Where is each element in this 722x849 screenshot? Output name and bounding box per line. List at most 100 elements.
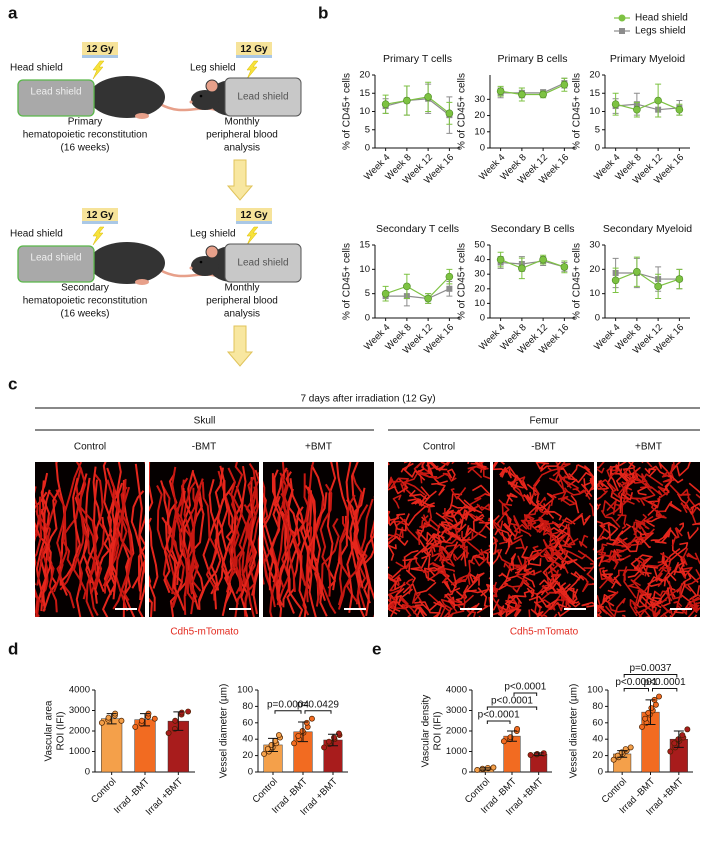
vessel: [276, 469, 292, 606]
marker: [611, 276, 620, 285]
y-tick-label: 10: [359, 264, 370, 275]
y-tick-label: 10: [474, 126, 485, 137]
condition-label: -BMT: [531, 442, 555, 453]
vessel: [88, 473, 105, 595]
micrograph: [493, 462, 594, 617]
y-tick-label: 50: [474, 240, 485, 251]
vessel: [622, 614, 626, 617]
vessel: [244, 481, 259, 617]
mouse-body: [89, 76, 165, 118]
y-tick-label: 0: [595, 143, 600, 154]
vessel: [115, 478, 129, 612]
vessel: [523, 494, 534, 505]
caption-line: Monthly: [224, 283, 259, 294]
vessel: [465, 525, 487, 539]
vessel: [673, 561, 690, 576]
data-point: [514, 726, 521, 732]
vessel: [388, 478, 409, 495]
significance-bracket: [486, 706, 538, 710]
vessel: [108, 474, 133, 602]
data-point: [308, 715, 315, 722]
series-line: [385, 96, 450, 114]
vessel: [514, 564, 532, 574]
data-point: [527, 752, 534, 758]
vessel: [650, 539, 662, 544]
panel-label: a: [8, 3, 18, 22]
error-bar: [507, 730, 517, 742]
vessel: [538, 579, 559, 590]
vessel: [417, 530, 441, 549]
error-bar: [106, 713, 117, 725]
shield-label: Head shield: [10, 229, 63, 240]
series-line: [615, 103, 680, 111]
y-tick-label: 5: [595, 124, 600, 135]
y-tick-label: 60: [592, 717, 603, 728]
vessel: [643, 515, 665, 528]
vessel: [238, 476, 256, 592]
y-tick-label: 0: [365, 143, 370, 154]
vessel: [606, 475, 621, 503]
vessel: [75, 468, 103, 588]
vessel: [612, 549, 625, 562]
vessel: [513, 524, 524, 540]
vessel: [622, 470, 639, 494]
y-axis-label: % of CD45+ cells: [572, 73, 583, 150]
p-value: p<0.0001: [491, 696, 533, 707]
vessel: [601, 569, 614, 578]
vessel: [319, 483, 333, 597]
p-value: p<0.0001: [644, 677, 686, 688]
caption-line: Secondary: [61, 283, 109, 294]
vessel: [506, 515, 520, 527]
y-tick-label: 20: [589, 264, 600, 275]
vessel: [439, 523, 455, 538]
vessel: [510, 538, 525, 551]
vessel: [556, 466, 567, 482]
vessel: [523, 513, 537, 528]
mouse-eye: [199, 260, 203, 264]
significance-bracket: [623, 688, 649, 692]
vessel: [597, 543, 608, 554]
marker: [611, 100, 620, 108]
vessel: [623, 572, 637, 599]
vessel: [578, 534, 589, 549]
vessel: [411, 494, 427, 507]
vessel: [493, 588, 499, 598]
y-tick-label: 10: [359, 106, 370, 117]
mouse-eye: [199, 94, 203, 98]
lead-shield: [224, 243, 302, 283]
vessel: [601, 521, 619, 540]
y-axis-label: % of CD45+ cells: [342, 73, 353, 150]
data-point: [479, 765, 486, 772]
mouse-leg: [135, 113, 149, 119]
vessel: [403, 549, 419, 568]
vessel: [400, 596, 420, 617]
data-point: [639, 723, 645, 730]
vessel: [450, 487, 467, 500]
vessel: [687, 584, 700, 601]
vessel: [610, 576, 622, 589]
marker: [539, 255, 547, 264]
vessel: [632, 602, 643, 617]
shield-label: Head shield: [10, 63, 63, 74]
vessel: [514, 523, 528, 534]
vessel: [406, 561, 416, 584]
vessel: [224, 503, 234, 605]
data-point: [667, 748, 674, 755]
caption-line: (16 weeks): [61, 143, 110, 154]
vessel: [450, 610, 464, 617]
vessel: [654, 590, 673, 602]
vessel: [530, 608, 544, 617]
vessel: [35, 491, 48, 598]
y-tick-label: 20: [474, 283, 485, 294]
vessel: [528, 595, 559, 611]
vessel: [560, 497, 577, 506]
y-tick-label: 20: [589, 70, 600, 81]
vessel: [616, 462, 634, 488]
vessel: [56, 505, 80, 609]
series-line: [615, 99, 680, 111]
vessel: [568, 472, 594, 484]
vessel: [238, 462, 258, 586]
chart-title: Primary T cells: [383, 53, 452, 65]
data-point: [275, 732, 282, 739]
vessel: [416, 530, 434, 542]
